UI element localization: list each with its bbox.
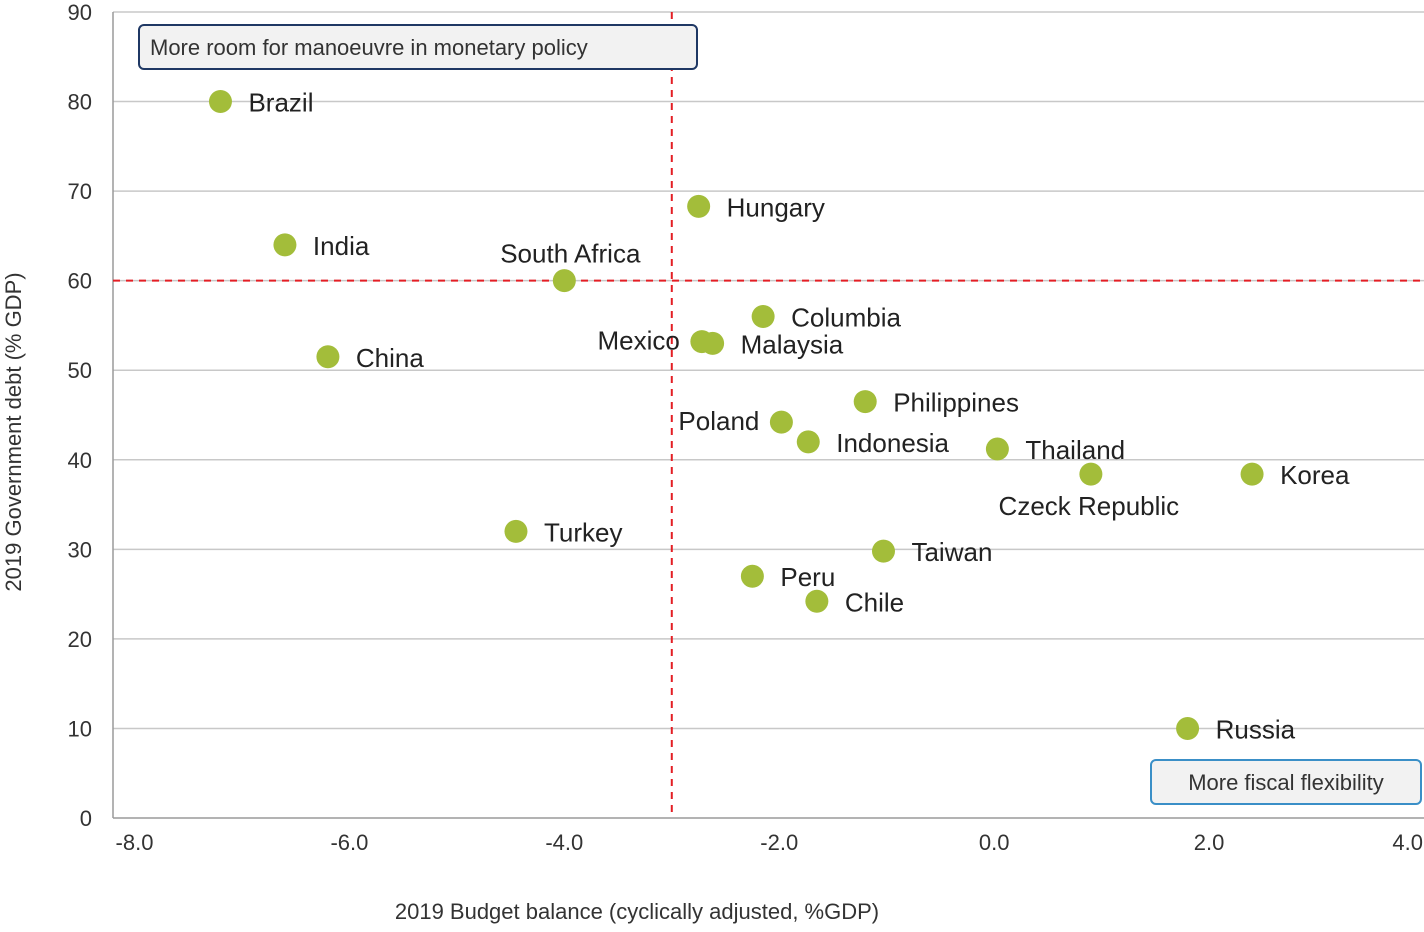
point-philippines: [853, 390, 877, 414]
data-points: Brazil India China South Africa Turkey Hungar…: [208, 88, 1350, 744]
point-russia: [1176, 716, 1200, 740]
point-turkey: [504, 519, 528, 543]
point-south-africa: [552, 269, 576, 293]
point-label-poland: Poland: [678, 406, 759, 436]
point-brazil: [208, 90, 232, 114]
point-indonesia: [796, 430, 820, 454]
point-label-czeck-republic: Czeck Republic: [999, 491, 1180, 521]
y-tick-label-60: 60: [68, 269, 92, 294]
y-tick-label-80: 80: [68, 90, 92, 115]
point-malaysia: [701, 331, 725, 355]
x-axis-title: 2019 Budget balance (cyclically adjusted…: [395, 899, 879, 924]
annotation-box-1: [1150, 759, 1422, 805]
annotation-text-1: More fiscal flexibility: [1188, 770, 1384, 795]
point-label-philippines: Philippines: [893, 388, 1019, 418]
point-label-india: India: [313, 231, 370, 261]
y-axis-title: 2019 Government debt (% GDP): [1, 272, 26, 591]
annotation-text-0: More room for manoeuvre in monetary poli…: [150, 35, 588, 60]
point-label-malaysia: Malaysia: [741, 329, 844, 359]
x-tick-label-0: -8.0: [116, 830, 154, 855]
reference-lines: [113, 12, 1424, 818]
x-tick-label-2: -4.0: [545, 830, 583, 855]
point-chile: [805, 589, 829, 613]
x-tick-label-4: 0.0: [979, 830, 1010, 855]
point-label-russia: Russia: [1216, 714, 1296, 744]
axes: 0 10 20 30 40 50 60 70 80 90 -8.0 -6.0 -4.0 -2.0 0.0 2.…: [68, 0, 1424, 855]
point-label-indonesia: Indonesia: [836, 428, 949, 458]
y-tick-label-40: 40: [68, 448, 92, 473]
point-hungary: [687, 194, 711, 218]
point-columbia: [751, 304, 775, 328]
point-label-thailand: Thailand: [1025, 435, 1125, 465]
point-label-columbia: Columbia: [791, 302, 901, 332]
point-label-peru: Peru: [780, 562, 835, 592]
point-china: [316, 345, 340, 369]
point-label-taiwan: Taiwan: [911, 537, 992, 567]
point-thailand: [985, 437, 1009, 461]
y-tick-label-20: 20: [68, 627, 92, 652]
y-tick-label-90: 90: [68, 0, 92, 25]
gridlines: [113, 11, 1424, 730]
x-tick-label-3: -2.0: [760, 830, 798, 855]
x-tick-label-6: 4.0: [1392, 830, 1423, 855]
point-taiwan: [871, 539, 895, 563]
annotation-box-0: [138, 24, 698, 70]
y-tick-label-10: 10: [68, 716, 92, 741]
point-label-korea: Korea: [1280, 460, 1350, 490]
y-tick-label-50: 50: [68, 358, 92, 383]
y-tick-label-0: 0: [80, 806, 92, 831]
point-label-turkey: Turkey: [544, 517, 623, 547]
point-korea: [1240, 462, 1264, 486]
point-label-chile: Chile: [845, 587, 904, 617]
x-tick-label-5: 2.0: [1194, 830, 1225, 855]
x-tick-label-1: -6.0: [330, 830, 368, 855]
y-tick-label-30: 30: [68, 537, 92, 562]
point-label-brazil: Brazil: [248, 88, 313, 118]
point-india: [273, 233, 297, 257]
point-label-china: China: [356, 343, 424, 373]
y-tick-label-70: 70: [68, 179, 92, 204]
point-czeck-republic: [1079, 462, 1103, 486]
point-poland: [769, 410, 793, 434]
point-label-south-africa: South Africa: [500, 239, 641, 269]
point-label-mexico: Mexico: [598, 326, 680, 356]
annotations: More room for manoeuvre in monetary poli…: [138, 24, 1422, 805]
point-peru: [740, 564, 764, 588]
point-label-hungary: Hungary: [727, 192, 825, 222]
